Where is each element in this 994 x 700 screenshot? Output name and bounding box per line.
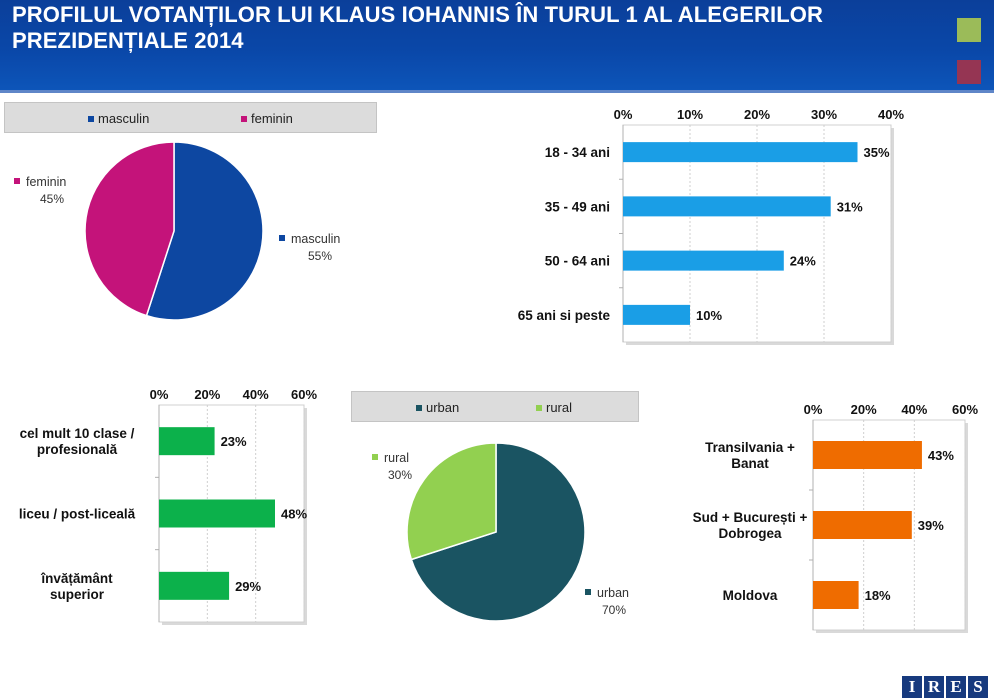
x-tick-label: 0% xyxy=(614,107,633,122)
x-tick-label: 60% xyxy=(291,387,317,402)
legend-item-masculin: masculin xyxy=(88,111,149,126)
bar-value-label: 18% xyxy=(865,588,891,603)
bar xyxy=(623,304,690,325)
bar xyxy=(623,250,784,271)
pie-value-urban: 70% xyxy=(602,603,626,617)
gender-legend: masculin feminin xyxy=(4,102,377,133)
bar xyxy=(159,571,230,600)
legend-item-feminin: feminin xyxy=(241,111,293,126)
x-tick-label: 40% xyxy=(901,402,927,417)
pie-slice-urban xyxy=(410,442,586,622)
legend-label: feminin xyxy=(251,111,293,126)
category-label: cel mult 10 clase / xyxy=(20,426,135,441)
legend-label: masculin xyxy=(98,111,150,126)
pie-slice-rural xyxy=(406,442,497,561)
category-label: Transilvania + xyxy=(705,440,795,455)
residence-legend: urban rural xyxy=(351,391,639,422)
pie-value-masculin: 55% xyxy=(308,249,332,263)
pie-label-swatch xyxy=(279,235,285,241)
legend-swatch xyxy=(416,404,422,411)
pie-slice-masculin xyxy=(145,141,264,321)
logo-letter: E xyxy=(946,676,966,698)
category-label: Banat xyxy=(731,456,769,471)
accent-square-green xyxy=(957,18,981,42)
x-tick-label: 30% xyxy=(811,107,837,122)
bar-value-label: 35% xyxy=(864,145,890,160)
header-banner: PROFILUL VOTANȚILOR LUI KLAUS IOHANNIS Î… xyxy=(0,0,994,93)
bar-value-label: 10% xyxy=(696,308,722,323)
legend-swatch xyxy=(241,115,247,122)
pie-label-swatch xyxy=(585,589,591,595)
bar-value-label: 39% xyxy=(918,518,944,533)
category-label: 65 ani si peste xyxy=(518,308,611,323)
category-label: liceu / post-liceală xyxy=(19,507,136,522)
legend-label: urban xyxy=(426,400,460,415)
category-label: 18 - 34 ani xyxy=(545,145,610,160)
page-title: PROFILUL VOTANȚILOR LUI KLAUS IOHANNIS Î… xyxy=(12,2,823,53)
pie-label-feminin: feminin xyxy=(26,175,66,189)
category-label: 35 - 49 ani xyxy=(545,199,610,214)
legend-item-rural: rural xyxy=(536,400,572,415)
ires-logo: I R E S xyxy=(902,676,988,698)
bar-value-label: 31% xyxy=(837,199,863,214)
bar xyxy=(813,581,859,609)
pie-label-rural: rural xyxy=(384,451,409,465)
pie-label-masculin: masculin xyxy=(291,232,340,246)
bar-value-label: 43% xyxy=(928,448,954,463)
x-tick-label: 40% xyxy=(878,107,904,122)
x-tick-label: 40% xyxy=(243,387,269,402)
bar-value-label: 24% xyxy=(790,254,816,269)
x-tick-label: 0% xyxy=(150,387,169,402)
logo-letter: R xyxy=(924,676,944,698)
pie-slice-feminin xyxy=(84,141,175,317)
category-label: Sud + București + xyxy=(693,510,808,525)
bar xyxy=(159,499,275,528)
pie-label-urban: urban xyxy=(597,586,629,600)
accent-square-red xyxy=(957,60,981,84)
bar xyxy=(623,196,831,217)
logo-letter: I xyxy=(902,676,922,698)
legend-swatch xyxy=(536,404,542,411)
x-tick-label: 20% xyxy=(744,107,770,122)
bar-value-label: 48% xyxy=(281,507,307,522)
category-label: superior xyxy=(50,587,105,602)
category-label: învățământ xyxy=(40,571,113,586)
bar xyxy=(813,441,922,469)
x-tick-label: 10% xyxy=(677,107,703,122)
legend-item-urban: urban xyxy=(416,400,459,415)
bar-value-label: 29% xyxy=(235,579,261,594)
x-tick-label: 20% xyxy=(194,387,220,402)
legend-label: rural xyxy=(546,400,573,415)
bar xyxy=(159,427,215,456)
pie-label-swatch xyxy=(372,454,378,460)
x-tick-label: 0% xyxy=(804,402,823,417)
x-tick-label: 60% xyxy=(952,402,978,417)
bar xyxy=(623,142,858,163)
legend-swatch xyxy=(88,115,94,122)
category-label: Moldova xyxy=(723,588,778,603)
category-label: 50 - 64 ani xyxy=(545,254,610,269)
x-tick-label: 20% xyxy=(851,402,877,417)
bar xyxy=(813,511,912,539)
bar-value-label: 23% xyxy=(221,434,247,449)
pie-value-rural: 30% xyxy=(388,468,412,482)
pie-value-feminin: 45% xyxy=(40,192,64,206)
category-label: profesională xyxy=(37,442,118,457)
category-label: Dobrogea xyxy=(718,526,781,541)
logo-letter: S xyxy=(968,676,988,698)
pie-label-swatch xyxy=(14,178,20,184)
